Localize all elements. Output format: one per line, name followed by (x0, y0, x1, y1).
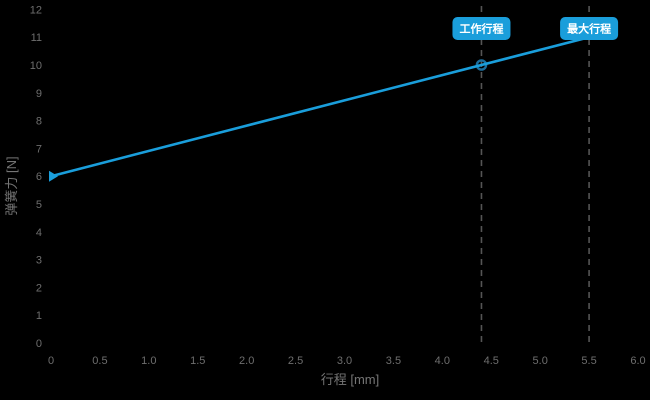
x-tick-label: 4.5 (484, 355, 499, 367)
y-tick-label: 7 (36, 143, 42, 155)
x-tick-label: 3.5 (386, 355, 401, 367)
y-tick-label: 2 (36, 282, 42, 294)
y-tick-label: 12 (30, 4, 42, 16)
y-tick-label: 1 (36, 310, 42, 322)
x-tick-label: 5.5 (581, 355, 596, 367)
x-tick-label: 0 (48, 355, 54, 367)
annotation-badge (560, 17, 619, 40)
annotation-badge (452, 17, 511, 40)
x-tick-label: 4.0 (435, 355, 450, 367)
x-tick-label: 3.0 (337, 355, 352, 367)
y-tick-label: 8 (36, 116, 42, 128)
y-tick-label: 5 (36, 199, 42, 211)
x-tick-label: 2.0 (239, 355, 254, 367)
y-tick-label: 3 (36, 255, 42, 267)
x-tick-label: 2.5 (288, 355, 303, 367)
x-tick-label: 0.5 (92, 355, 107, 367)
x-tick-label: 5.0 (533, 355, 548, 367)
y-tick-label: 10 (30, 60, 42, 72)
annotation-badge-label: 工作行程 (459, 22, 503, 36)
y-tick-label: 11 (31, 32, 42, 44)
x-tick-label: 1.5 (190, 355, 205, 367)
y-tick-label: 0 (36, 338, 42, 350)
annotation-badge-label: 最大行程 (567, 22, 611, 36)
series-line (50, 35, 590, 178)
x-tick-label: 1.0 (141, 355, 156, 367)
line-start-marker (49, 170, 58, 182)
x-axis-label: 行程 [mm] (321, 372, 380, 387)
y-tick-label: 4 (36, 227, 42, 239)
x-tick-label: 6.0 (630, 355, 645, 367)
y-axis-label: 弹簧力 [N] (4, 156, 19, 215)
y-tick-label: 9 (36, 88, 42, 100)
y-tick-label: 6 (36, 171, 42, 183)
